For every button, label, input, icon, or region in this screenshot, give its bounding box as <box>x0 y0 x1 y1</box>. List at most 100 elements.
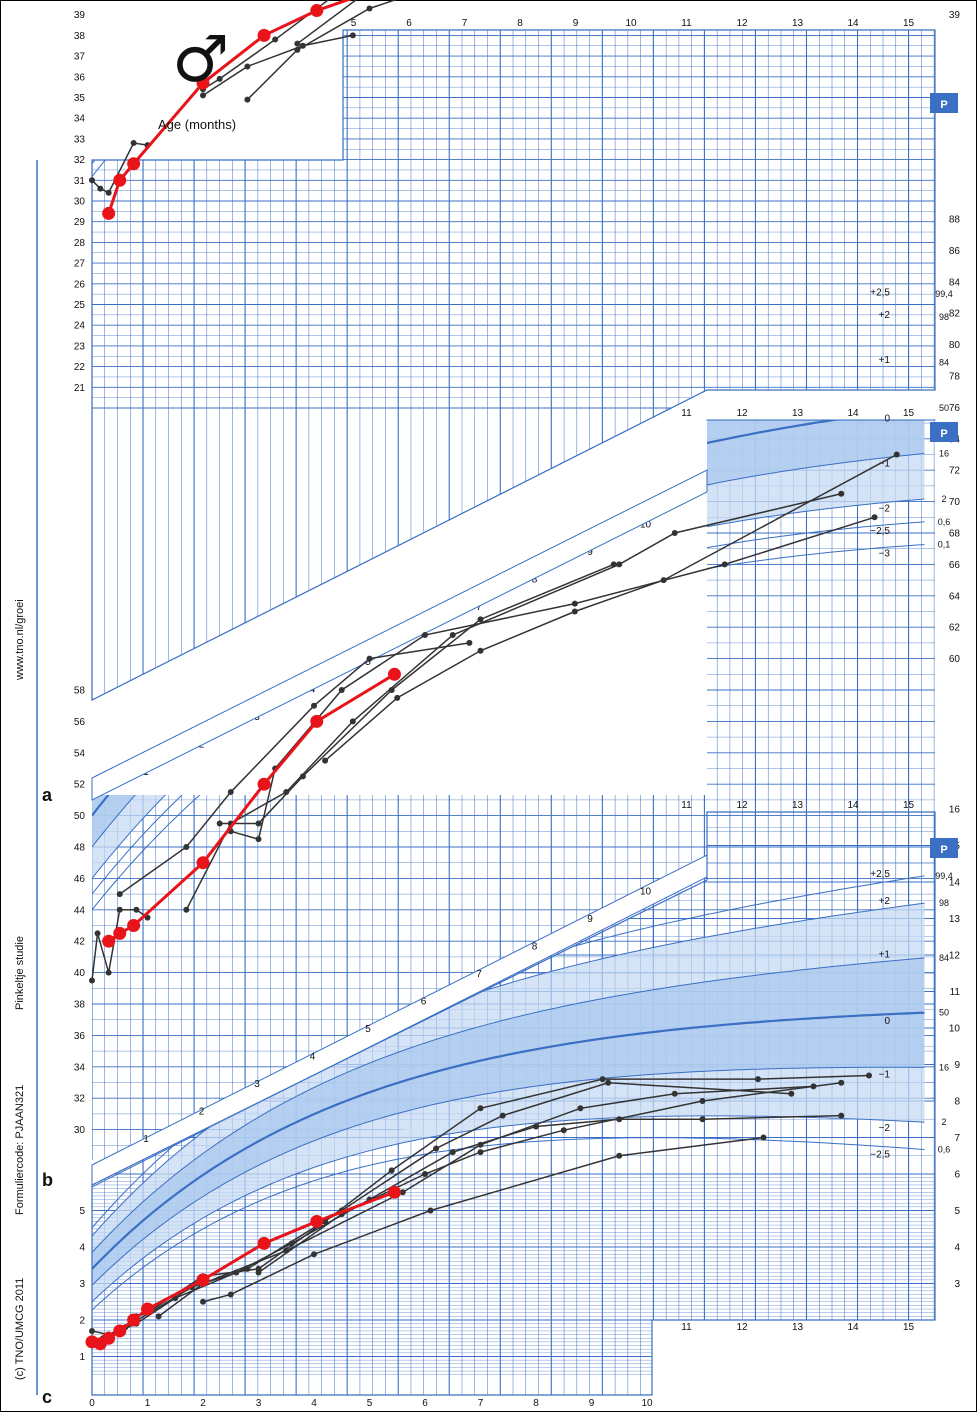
weight-left-tick: 2 <box>79 1316 85 1327</box>
weight-right-tick: 4 <box>954 1243 960 1254</box>
weight-right-tick: 5 <box>954 1206 960 1217</box>
length-sd-label: +1 <box>879 355 891 366</box>
weight-left-tick: 5 <box>79 1206 85 1217</box>
weight-top-tick: 15 <box>903 800 915 811</box>
head-left-tick: 33 <box>74 134 86 145</box>
weight-right-tick: 14 <box>949 878 961 889</box>
length-left-tick: 30 <box>74 1125 86 1136</box>
length-child-point <box>310 714 324 728</box>
length-diag-label: 2 <box>199 1107 205 1118</box>
weight-mid-tick: 12 <box>736 1322 748 1333</box>
head-left-tick: 23 <box>74 341 86 352</box>
length-other-point <box>116 906 123 913</box>
length-left-tick: 44 <box>74 905 86 916</box>
head-diag-label: 10 <box>640 520 652 531</box>
head-left-tick: 22 <box>74 362 86 373</box>
length-right-tick: 68 <box>949 529 961 540</box>
length-percentile-label: 98 <box>939 312 949 322</box>
head-left-tick: 40 <box>74 0 86 1</box>
length-diag-label: 9 <box>587 914 593 925</box>
head-other-point <box>89 177 95 184</box>
weight-other-point <box>788 1090 795 1097</box>
head-left-tick: 25 <box>74 300 86 311</box>
length-other-point <box>616 561 623 568</box>
length-left-tick: 52 <box>74 780 86 791</box>
weight-other-point <box>399 1189 406 1196</box>
length-other-point <box>283 789 290 796</box>
head-other-point <box>244 63 251 70</box>
weight-top-tick: 11 <box>681 800 692 811</box>
weight-child-point <box>387 1185 401 1199</box>
length-other-point <box>871 514 878 521</box>
length-percentile-label: 0,6 <box>938 517 951 527</box>
length-other-point <box>477 616 484 623</box>
length-sd-label: −1 <box>879 458 891 469</box>
length-sd-label: −2 <box>879 503 891 514</box>
length-left-tick: 54 <box>74 748 86 759</box>
length-left-tick: 32 <box>74 1094 86 1105</box>
head-other-point <box>294 40 301 47</box>
length-left-tick: 42 <box>74 937 86 948</box>
weight-other-point <box>449 1149 456 1156</box>
length-sd-label: −2,5 <box>870 526 890 537</box>
weight-other-point <box>200 1298 206 1305</box>
length-p-box <box>930 422 958 442</box>
weight-p-label: P <box>940 844 947 856</box>
length-child-point <box>102 934 116 948</box>
head-right-tick: 39 <box>949 10 961 21</box>
weight-other-point <box>422 1171 428 1177</box>
head-child-point <box>127 157 141 171</box>
head-top-tick: 11 <box>681 18 692 29</box>
weight-sd-label: −2,5 <box>870 1150 890 1161</box>
weight-right-tick: 12 <box>949 951 961 962</box>
weight-bottom-tick: 8 <box>533 1398 539 1409</box>
weight-percentile-label: 99,4 <box>935 871 953 881</box>
length-left-tick: 40 <box>74 968 86 979</box>
length-other-point <box>571 608 578 615</box>
head-other-point <box>299 42 306 49</box>
length-other-point <box>311 702 317 709</box>
length-top-tick: 13 <box>792 408 804 419</box>
length-right-tick: 76 <box>949 403 961 414</box>
length-diag-label: 8 <box>532 942 538 953</box>
length-diag-label: 4 <box>310 1052 316 1063</box>
weight-other-point <box>433 1145 440 1152</box>
weight-sd-curve <box>92 1137 925 1311</box>
length-other-line <box>219 563 614 825</box>
weight-other-point <box>477 1141 484 1148</box>
length-right-tick: 72 <box>949 466 961 477</box>
length-other-point <box>394 694 401 701</box>
weight-band-1sd <box>92 957 925 1286</box>
study-name-text: Pinkeltje studie <box>14 936 26 1010</box>
length-other-point <box>255 836 262 843</box>
length-other-point <box>366 655 373 662</box>
weight-other-point <box>388 1167 395 1174</box>
weight-percentile-label: 2 <box>941 1117 946 1127</box>
length-left-tick: 56 <box>74 717 86 728</box>
head-left-tick: 29 <box>74 217 86 228</box>
length-left-tick: 46 <box>74 874 86 885</box>
head-child-point <box>310 4 324 18</box>
length-other-point <box>116 891 123 898</box>
length-other-point <box>477 647 484 654</box>
head-top-tick: 7 <box>462 18 468 29</box>
weight-right-tick: 8 <box>954 1097 960 1108</box>
website-text: www.tno.nl/groei <box>14 599 26 680</box>
head-left-tick: 34 <box>74 114 86 125</box>
length-other-point <box>660 577 667 584</box>
head-top-tick: 12 <box>736 18 748 29</box>
length-other-line <box>324 453 898 762</box>
head-outline <box>91 29 936 701</box>
weight-percentile-label: 16 <box>939 1062 949 1072</box>
weight-other-point <box>605 1079 612 1086</box>
length-child-point <box>196 856 210 870</box>
weight-outline <box>91 811 936 1396</box>
weight-other-point <box>699 1098 706 1104</box>
weight-other-point <box>477 1105 484 1112</box>
head-left-tick: 21 <box>74 383 86 394</box>
length-right-tick: 82 <box>949 309 961 320</box>
copyright-text: (c) TNO/UMCG 2011 <box>14 1277 26 1380</box>
head-left-tick: 39 <box>74 10 86 21</box>
head-other-point <box>366 5 373 12</box>
weight-mid-tick: 14 <box>847 1322 859 1333</box>
